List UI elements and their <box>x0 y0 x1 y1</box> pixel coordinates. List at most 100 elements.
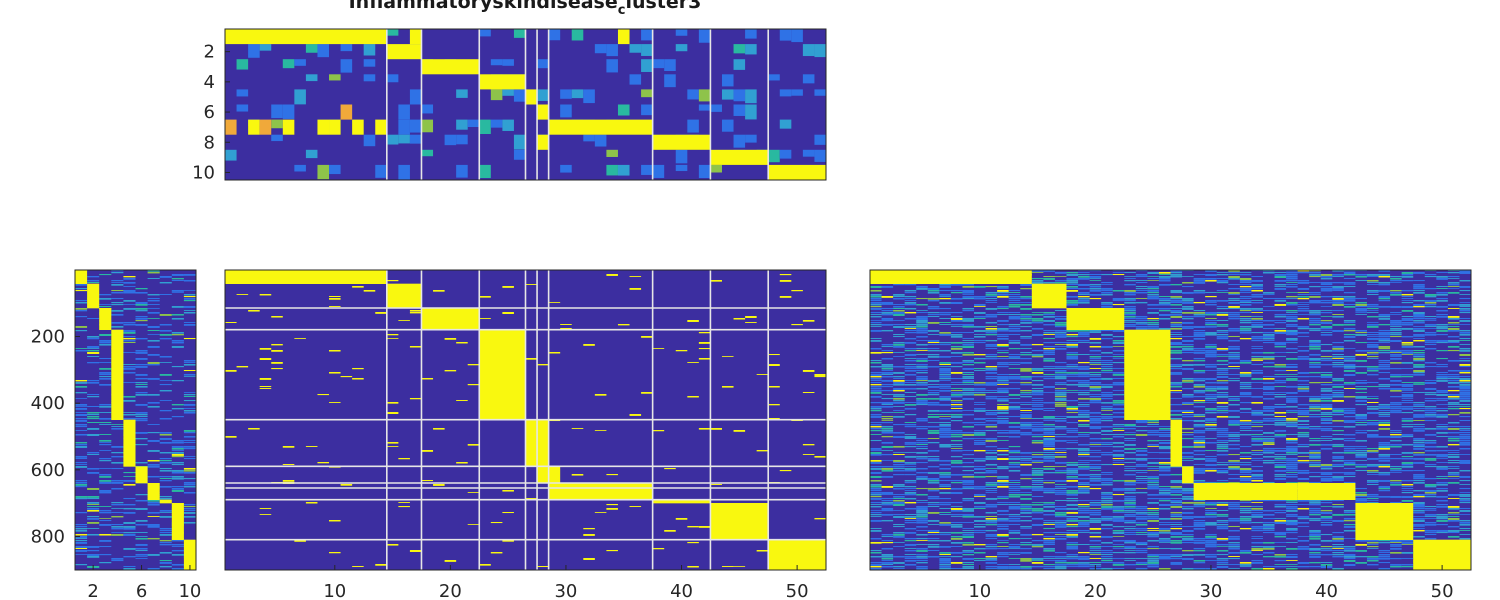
right-heatmap-cell <box>1413 340 1425 342</box>
left-heatmap-cell <box>87 276 100 278</box>
right-heatmap-cell <box>1262 324 1275 326</box>
left-heatmap-cell <box>183 448 196 450</box>
right-heatmap-cell <box>893 334 905 336</box>
right-heatmap-cell <box>1124 510 1136 512</box>
right-heatmap-cell <box>1366 496 1379 498</box>
right-heatmap-cell <box>1158 302 1171 304</box>
right-heatmap-cell <box>1089 298 1102 300</box>
right-heatmap-cell <box>1424 522 1437 524</box>
left-heatmap-cell <box>87 352 100 354</box>
right-heatmap-cell <box>1297 426 1310 428</box>
center-heatmap-cell <box>248 310 260 312</box>
right-heatmap-cell <box>1459 508 1471 509</box>
right-heatmap-cell <box>870 306 882 308</box>
top-heatmap-cell <box>305 74 318 82</box>
right-heatmap-cell <box>881 310 894 312</box>
right-heatmap-cell <box>1355 280 1367 282</box>
right-heatmap-cell <box>1193 336 1206 337</box>
right-heatmap-cell <box>1436 524 1448 526</box>
top-heatmap-highlight-cell <box>537 134 549 150</box>
left-heatmap-cell <box>159 532 172 534</box>
right-heatmap-cell <box>1216 326 1229 327</box>
right-heatmap-cell <box>1332 444 1344 446</box>
right-heatmap-cell <box>1031 524 1044 526</box>
right-heatmap-cell <box>1332 282 1344 284</box>
right-heatmap-cell <box>1343 512 1356 514</box>
right-heatmap-cell <box>1147 458 1159 459</box>
right-heatmap-cell <box>1309 358 1321 360</box>
right-heatmap-cell <box>1355 432 1367 434</box>
right-heatmap-cell <box>1378 464 1391 466</box>
right-heatmap-cell <box>1205 508 1217 509</box>
right-heatmap-cell <box>997 496 1009 498</box>
right-heatmap-cell <box>1274 304 1287 306</box>
right-heatmap-cell <box>962 500 975 502</box>
right-heatmap-cell <box>1459 370 1471 372</box>
right-heatmap-cell <box>1366 398 1379 400</box>
center-heatmap-cell <box>802 454 815 455</box>
right-heatmap-cell <box>1216 374 1229 375</box>
right-heatmap-cell <box>1436 316 1448 318</box>
right-heatmap-cell <box>1262 510 1275 512</box>
right-heatmap-cell <box>1274 288 1287 290</box>
right-heatmap-cell <box>1332 360 1344 362</box>
right-heatmap-cell <box>962 474 975 476</box>
right-heatmap-cell <box>1135 298 1148 299</box>
left-heatmap-cell <box>111 502 124 504</box>
right-heatmap-cell <box>1020 302 1032 303</box>
right-heatmap-cell <box>1297 416 1310 418</box>
right-heatmap-cell <box>1309 508 1321 510</box>
right-heatmap-cell <box>916 514 928 516</box>
right-heatmap-cell <box>1054 486 1067 488</box>
right-heatmap-cell <box>1089 438 1102 440</box>
right-heatmap-cell <box>1020 488 1032 490</box>
right-heatmap-cell <box>1366 368 1379 370</box>
right-heatmap-cell <box>1413 306 1425 308</box>
right-heatmap-cell <box>985 498 998 500</box>
right-heatmap-cell <box>1054 426 1067 428</box>
right-heatmap-cell <box>1309 532 1321 534</box>
center-heatmap-cell <box>652 348 665 349</box>
center-heatmap-cell <box>375 564 387 566</box>
right-heatmap-cell <box>974 316 986 318</box>
right-heatmap-cell <box>1066 366 1079 368</box>
right-heatmap-cell <box>1078 486 1090 488</box>
right-heatmap-cell <box>1228 434 1240 436</box>
right-heatmap-cell <box>1228 462 1240 464</box>
right-heatmap-cell <box>1158 462 1171 464</box>
right-heatmap-cell <box>1135 524 1148 526</box>
left-heatmap-cell <box>75 534 88 536</box>
right-heatmap-cell <box>1262 514 1275 516</box>
right-heatmap-cell <box>1401 274 1414 276</box>
center-heatmap-cell <box>329 296 341 297</box>
right-heatmap-cell <box>1459 440 1471 442</box>
right-heatmap-cell <box>939 436 951 438</box>
right-heatmap-cell <box>1459 382 1471 384</box>
left-heatmap-cell <box>159 356 172 358</box>
right-heatmap-cell <box>1101 496 1113 498</box>
right-heatmap-cell <box>881 302 894 304</box>
right-heatmap-cell <box>881 376 894 378</box>
right-heatmap-cell <box>1390 458 1402 460</box>
right-heatmap-cell <box>1251 280 1263 282</box>
left-heatmap-cell <box>99 468 112 469</box>
right-heatmap-cell <box>881 346 894 347</box>
left-heatmap-cell <box>171 306 184 308</box>
right-heatmap-cell <box>1286 302 1298 304</box>
right-heatmap-cell <box>1205 332 1217 334</box>
right-heatmap-cell <box>1401 386 1414 387</box>
right-heatmap-cell <box>1193 372 1206 374</box>
left-heatmap-cell <box>183 338 196 340</box>
right-heatmap-cell <box>1436 530 1448 532</box>
right-heatmap-cell <box>1101 370 1113 372</box>
right-heatmap-cell <box>1054 272 1067 274</box>
right-heatmap-cell <box>997 534 1009 536</box>
right-heatmap-cell <box>1413 516 1425 517</box>
right-heatmap-cell <box>1332 346 1344 348</box>
center-heatmap-cell <box>271 316 283 318</box>
right-heatmap-cell <box>916 378 928 380</box>
right-heatmap-cell <box>1054 516 1067 518</box>
left-heatmap-cell <box>159 534 172 536</box>
right-heatmap-cell <box>1401 336 1414 338</box>
right-heatmap-cell <box>1447 318 1460 320</box>
